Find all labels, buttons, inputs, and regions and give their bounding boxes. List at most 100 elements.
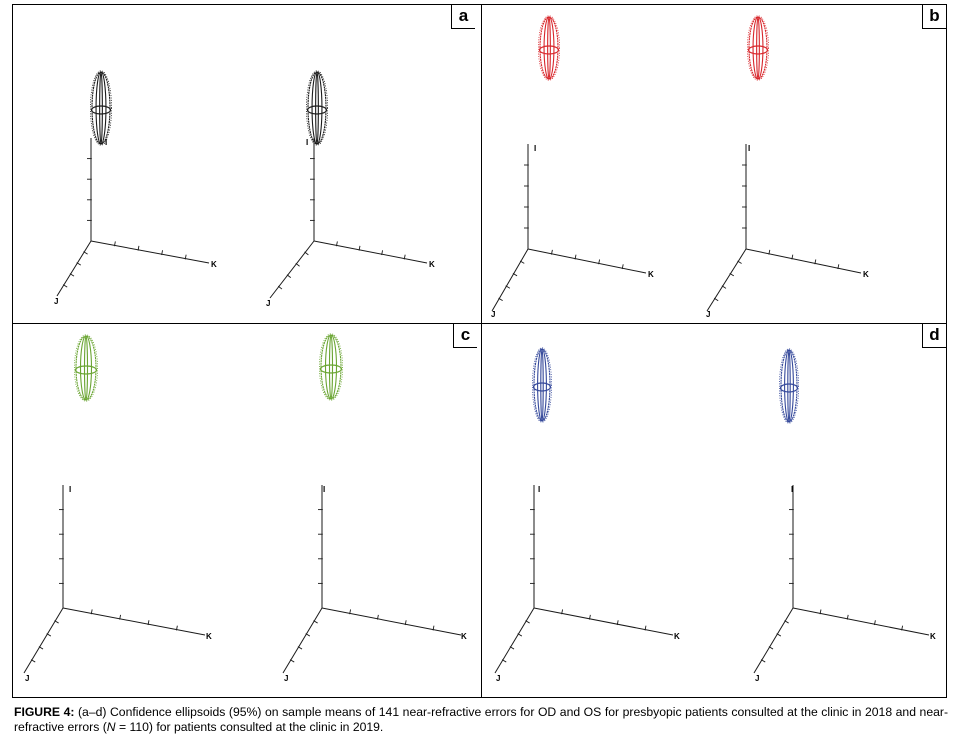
- axis-k: [321, 607, 462, 636]
- axis-tick: [313, 620, 318, 624]
- ellipsoid-equator: [90, 105, 112, 115]
- axis-label-k: K: [206, 632, 212, 641]
- ellipsoid-equator: [538, 45, 560, 55]
- axis-tick: [184, 254, 187, 260]
- ellipsoid-meridian: [307, 71, 327, 145]
- axis-label-k: K: [863, 270, 869, 279]
- axis-tick: [598, 259, 601, 265]
- ellipsoid-plot-b: I J K I J K: [491, 15, 869, 319]
- ellipsoid-meridian: [320, 334, 342, 400]
- panel-a: I J K I J K: [13, 5, 481, 323]
- axis-label-j: J: [284, 674, 288, 683]
- axis-label-i: I: [306, 138, 308, 147]
- panel-letter-a: a: [451, 5, 475, 29]
- ellipsoid-meridian: [533, 348, 551, 422]
- axis-tick: [119, 614, 121, 620]
- axis-k: [90, 240, 210, 264]
- axis-label-j: J: [54, 297, 58, 306]
- axis-tick: [381, 250, 384, 256]
- axis-tick: [901, 625, 904, 631]
- axis-j: [753, 607, 794, 674]
- axis-tick: [505, 285, 511, 289]
- axis-tick: [176, 625, 178, 631]
- ellipsoid-meridian: [91, 71, 111, 145]
- axis-tick: [721, 285, 727, 289]
- axis-tick: [38, 646, 44, 650]
- axis-label-k: K: [930, 632, 936, 641]
- ellipsoid-equator: [747, 45, 769, 55]
- axis-label-j: J: [496, 674, 500, 683]
- axis-label-j: J: [755, 674, 759, 683]
- panel-c: I J K I J K: [13, 324, 481, 697]
- axis-tick: [90, 609, 93, 615]
- ellipsoid-meridian: [543, 16, 555, 80]
- ellipsoid-equator: [532, 382, 552, 392]
- ellipsoid-meridian: [324, 334, 338, 400]
- plot-od-a: I J K: [54, 70, 217, 306]
- axis-tick: [561, 609, 564, 615]
- plot-os-b: I J K: [706, 15, 869, 319]
- ellipsoid-outline: [532, 347, 553, 423]
- axis-tick: [297, 646, 303, 650]
- axis-tick: [277, 285, 283, 290]
- ellipsoid-plot-c: I J K I J K: [23, 333, 467, 683]
- axis-j: [23, 607, 64, 674]
- panel-letter-d: d: [922, 324, 946, 348]
- ellipsoid-meridian: [79, 335, 93, 401]
- axis-label-k: K: [211, 260, 217, 269]
- axis-tick: [768, 249, 771, 255]
- axis-tick: [519, 260, 525, 264]
- axis-tick: [589, 614, 591, 620]
- axis-tick: [349, 609, 352, 615]
- plot-od-d: I J K: [494, 347, 680, 683]
- caption-n-symbol: N: [106, 720, 116, 734]
- axis-tick: [54, 620, 59, 624]
- axis-tick: [819, 609, 822, 615]
- axis-tick: [289, 659, 295, 663]
- axis-j: [56, 240, 92, 297]
- axis-tick: [509, 646, 515, 650]
- panel-b: I J K I J K: [482, 5, 946, 323]
- axis-label-i: I: [791, 485, 793, 494]
- axis-tick: [62, 284, 68, 288]
- axis-tick: [46, 633, 52, 637]
- panel-letter-c: c: [453, 324, 477, 348]
- caption-text: (a–d) Confidence ellipsoids (95%) on sam…: [14, 705, 948, 734]
- ellipsoid-outline: [746, 15, 769, 81]
- axis-label-i: I: [534, 144, 536, 153]
- axis-tick: [404, 620, 407, 626]
- axis-tick: [295, 262, 300, 267]
- axis-tick: [377, 614, 379, 620]
- axis-tick: [501, 659, 507, 663]
- axis-tick: [644, 625, 647, 631]
- plot-od-c: I J K: [23, 334, 212, 683]
- axis-label-j: J: [25, 674, 29, 683]
- axis-tick: [846, 614, 849, 620]
- axis-tick: [358, 245, 361, 251]
- axis-tick: [76, 262, 82, 266]
- axis-tick: [498, 297, 503, 301]
- axis-tick: [814, 259, 817, 265]
- axis-tick: [517, 633, 523, 637]
- ellipsoid-meridian: [537, 348, 547, 422]
- axis-label-k: K: [674, 632, 680, 641]
- axis-label-k: K: [429, 260, 435, 269]
- axis-tick: [525, 620, 530, 624]
- axis-tick: [713, 297, 719, 302]
- axis-tick: [791, 254, 794, 260]
- ellipsoid-meridian: [328, 334, 334, 400]
- ellipsoid-plot-d: I J K I J K: [494, 347, 936, 683]
- ellipsoid-meridian: [784, 349, 794, 423]
- axis-tick: [550, 249, 553, 255]
- axis-label-k: K: [648, 270, 654, 279]
- axis-label-k: K: [461, 632, 467, 641]
- axis-tick: [737, 260, 742, 264]
- axis-j: [491, 248, 529, 312]
- axis-tick: [776, 633, 782, 637]
- axis-j: [494, 607, 535, 674]
- ellipsoid-meridian: [75, 335, 97, 401]
- plot-os-c: I J K: [282, 333, 467, 683]
- axis-tick: [768, 646, 774, 650]
- axis-j: [706, 248, 747, 312]
